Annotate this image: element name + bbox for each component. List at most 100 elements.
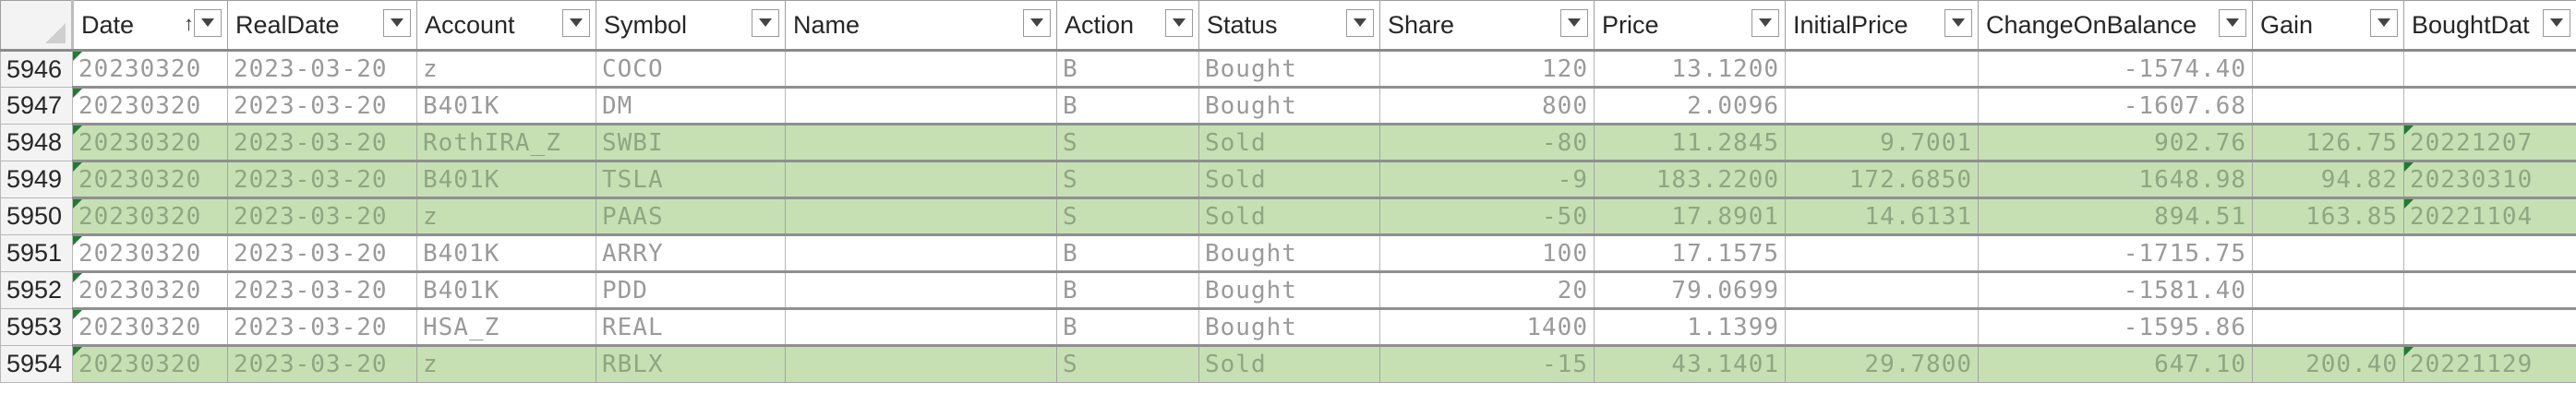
cell-gain[interactable]: 200.40 xyxy=(2252,344,2404,383)
cell-gain[interactable] xyxy=(2252,233,2404,272)
column-header-action[interactable]: Action xyxy=(1056,0,1199,52)
table-row[interactable]: 5953 20230320 2023-03-20 HSA_Z REAL B Bought 14… xyxy=(0,307,2576,346)
row-number[interactable]: 5951 xyxy=(0,234,73,272)
filter-dropdown-button[interactable] xyxy=(383,9,411,37)
column-header-changeonbalance[interactable]: ChangeOnBalance xyxy=(1978,0,2253,52)
cell-initialprice[interactable] xyxy=(1785,49,1979,88)
cell-initialprice[interactable]: 29.7800 xyxy=(1785,344,1979,383)
table-row[interactable]: 5952 20230320 2023-03-20 B401K PDD B Bought 20 7… xyxy=(0,270,2576,309)
cell-action[interactable]: S xyxy=(1056,123,1199,161)
filter-dropdown-button[interactable] xyxy=(752,9,779,37)
cell-symbol[interactable]: PAAS xyxy=(596,197,786,235)
cell-initialprice[interactable] xyxy=(1785,307,1979,346)
cell-name[interactable] xyxy=(785,344,1057,383)
row-number[interactable]: 5949 xyxy=(0,161,73,198)
cell-account[interactable]: B401K xyxy=(416,160,596,198)
cell-realdate[interactable]: 2023-03-20 xyxy=(227,307,417,346)
column-header-status[interactable]: Status xyxy=(1198,0,1380,52)
cell-initialprice[interactable]: 14.6131 xyxy=(1785,197,1979,235)
cell-realdate[interactable]: 2023-03-20 xyxy=(227,160,417,198)
select-all-corner[interactable] xyxy=(0,0,74,52)
cell-changeonbalance[interactable]: 647.10 xyxy=(1978,344,2253,383)
cell-symbol[interactable]: SWBI xyxy=(596,123,786,161)
cell-changeonbalance[interactable]: -1595.86 xyxy=(1978,307,2253,346)
cell-changeonbalance[interactable]: -1715.75 xyxy=(1978,233,2253,272)
cell-name[interactable] xyxy=(785,197,1057,235)
cell-action[interactable]: B xyxy=(1056,307,1199,346)
cell-status[interactable]: Bought xyxy=(1198,86,1380,125)
cell-date[interactable]: 20230320 xyxy=(72,233,228,272)
cell-boughtdate[interactable] xyxy=(2403,233,2576,272)
cell-name[interactable] xyxy=(785,49,1057,88)
cell-date[interactable]: 20230320 xyxy=(72,49,228,88)
cell-boughtdate[interactable]: 20221104 xyxy=(2403,197,2576,235)
cell-action[interactable]: B xyxy=(1056,233,1199,272)
cell-action[interactable]: B xyxy=(1056,270,1199,309)
cell-realdate[interactable]: 2023-03-20 xyxy=(227,233,417,272)
table-row[interactable]: 5951 20230320 2023-03-20 B401K ARRY B Bought 10… xyxy=(0,233,2576,272)
cell-share[interactable]: 1400 xyxy=(1379,307,1595,346)
cell-price[interactable]: 11.2845 xyxy=(1594,123,1786,161)
cell-price[interactable]: 183.2200 xyxy=(1594,160,1786,198)
cell-date[interactable]: 20230320 xyxy=(72,307,228,346)
row-number[interactable]: 5954 xyxy=(0,345,73,383)
cell-boughtdate[interactable] xyxy=(2403,270,2576,309)
cell-status[interactable]: Sold xyxy=(1198,160,1380,198)
cell-realdate[interactable]: 2023-03-20 xyxy=(227,270,417,309)
filter-dropdown-button[interactable] xyxy=(2543,9,2570,37)
cell-symbol[interactable]: REAL xyxy=(596,307,786,346)
cell-boughtdate[interactable]: 20221207 xyxy=(2403,123,2576,161)
cell-gain[interactable] xyxy=(2252,49,2404,88)
cell-changeonbalance[interactable]: 1648.98 xyxy=(1978,160,2253,198)
cell-name[interactable] xyxy=(785,270,1057,309)
cell-symbol[interactable]: DM xyxy=(596,86,786,125)
cell-realdate[interactable]: 2023-03-20 xyxy=(227,86,417,125)
cell-action[interactable]: B xyxy=(1056,86,1199,125)
cell-realdate[interactable]: 2023-03-20 xyxy=(227,49,417,88)
cell-account[interactable]: B401K xyxy=(416,233,596,272)
cell-changeonbalance[interactable]: 902.76 xyxy=(1978,123,2253,161)
cell-gain[interactable]: 94.82 xyxy=(2252,160,2404,198)
cell-boughtdate[interactable]: 20221129 xyxy=(2403,344,2576,383)
cell-account[interactable]: z xyxy=(416,197,596,235)
cell-share[interactable]: 120 xyxy=(1379,49,1595,88)
filter-dropdown-button[interactable] xyxy=(1751,9,1779,37)
cell-price[interactable]: 17.1575 xyxy=(1594,233,1786,272)
cell-share[interactable]: -15 xyxy=(1379,344,1595,383)
select-all-triangle-icon[interactable] xyxy=(45,23,66,43)
cell-boughtdate[interactable] xyxy=(2403,86,2576,125)
cell-share[interactable]: 100 xyxy=(1379,233,1595,272)
cell-initialprice[interactable] xyxy=(1785,233,1979,272)
row-number[interactable]: 5950 xyxy=(0,197,73,235)
column-header-initialprice[interactable]: InitialPrice xyxy=(1785,0,1979,52)
cell-date[interactable]: 20230320 xyxy=(72,344,228,383)
cell-account[interactable]: z xyxy=(416,49,596,88)
cell-status[interactable]: Sold xyxy=(1198,197,1380,235)
cell-account[interactable]: HSA_Z xyxy=(416,307,596,346)
cell-action[interactable]: S xyxy=(1056,344,1199,383)
cell-realdate[interactable]: 2023-03-20 xyxy=(227,123,417,161)
table-row[interactable]: 5954 20230320 2023-03-20 z RBLX S Sold -15 43.14… xyxy=(0,344,2576,383)
cell-initialprice[interactable]: 9.7001 xyxy=(1785,123,1979,161)
table-row[interactable]: 5950 20230320 2023-03-20 z PAAS S Sold -50 17.89… xyxy=(0,197,2576,235)
column-header-gain[interactable]: Gain xyxy=(2252,0,2404,52)
row-number[interactable]: 5952 xyxy=(0,271,73,309)
cell-name[interactable] xyxy=(785,86,1057,125)
cell-date[interactable]: 20230320 xyxy=(72,160,228,198)
cell-action[interactable]: S xyxy=(1056,197,1199,235)
table-row[interactable]: 5948 20230320 2023-03-20 RothIRA_Z SWBI S Sold… xyxy=(0,123,2576,161)
cell-account[interactable]: RothIRA_Z xyxy=(416,123,596,161)
cell-boughtdate[interactable] xyxy=(2403,307,2576,346)
cell-initialprice[interactable] xyxy=(1785,270,1979,309)
filter-dropdown-button[interactable] xyxy=(2370,9,2398,37)
cell-status[interactable]: Sold xyxy=(1198,344,1380,383)
column-header-date[interactable]: Date ↑ xyxy=(72,0,228,52)
cell-account[interactable]: z xyxy=(416,344,596,383)
cell-date[interactable]: 20230320 xyxy=(72,197,228,235)
cell-share[interactable]: 20 xyxy=(1379,270,1595,309)
row-number[interactable]: 5947 xyxy=(0,87,73,125)
cell-symbol[interactable]: COCO xyxy=(596,49,786,88)
cell-changeonbalance[interactable]: -1581.40 xyxy=(1978,270,2253,309)
cell-share[interactable]: -50 xyxy=(1379,197,1595,235)
filter-dropdown-button[interactable] xyxy=(194,9,222,37)
